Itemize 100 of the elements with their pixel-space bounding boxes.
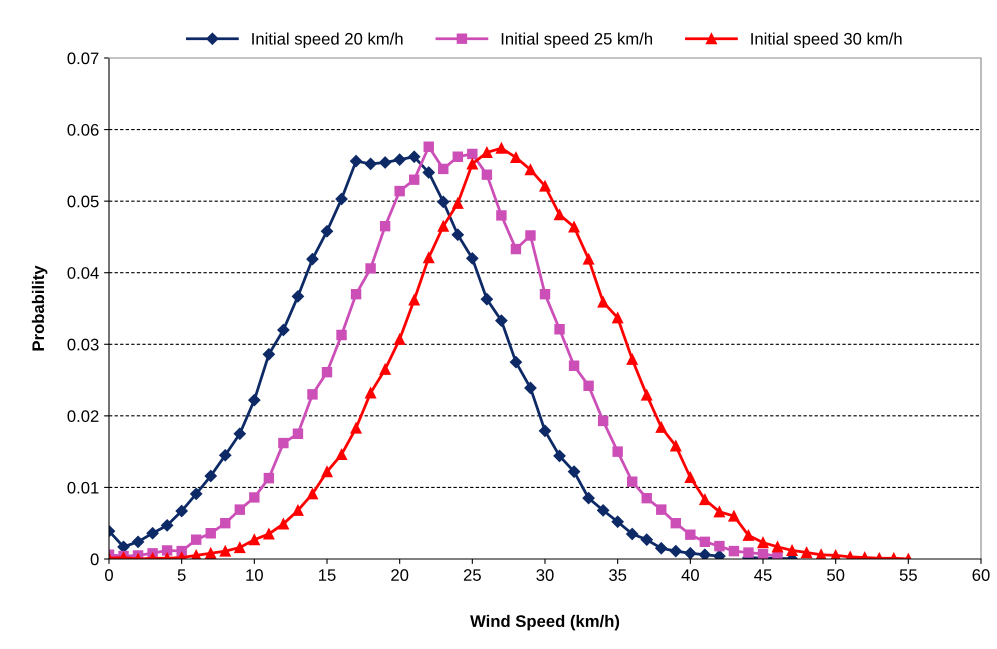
x-tick-label: 5 — [178, 569, 186, 581]
point — [714, 506, 725, 518]
point — [656, 422, 667, 433]
point — [582, 492, 595, 504]
point — [278, 438, 289, 448]
point — [408, 150, 420, 163]
point — [219, 449, 232, 462]
x-tick-label: 30 — [536, 569, 554, 581]
point — [220, 518, 230, 528]
point — [394, 334, 406, 345]
point — [379, 156, 392, 169]
point — [742, 530, 754, 541]
point — [496, 210, 507, 221]
x-tick-label: 50 — [827, 569, 844, 581]
point — [583, 254, 594, 265]
point — [380, 220, 390, 232]
point — [205, 548, 216, 559]
point — [568, 360, 580, 371]
point — [612, 516, 624, 528]
point — [655, 542, 668, 554]
point — [336, 330, 347, 340]
point — [424, 142, 434, 152]
point — [670, 440, 682, 452]
point — [758, 548, 768, 559]
legend-label: Initial speed 25 km/h — [502, 32, 652, 48]
legend-label: Initial speed 30 km/h — [751, 32, 902, 48]
point — [146, 527, 159, 540]
point — [714, 540, 725, 552]
point — [524, 164, 536, 176]
point — [322, 366, 332, 378]
point — [743, 547, 754, 558]
point — [234, 504, 246, 515]
point — [365, 263, 376, 274]
y-tick-label: 0.05 — [67, 196, 99, 208]
point — [466, 252, 478, 264]
point — [206, 528, 216, 538]
x-tick-label: 0 — [105, 569, 113, 581]
point — [568, 466, 580, 478]
point — [190, 534, 202, 545]
point — [699, 494, 710, 506]
point — [452, 198, 464, 209]
point — [684, 547, 696, 559]
point — [422, 166, 435, 179]
x-tick-label: 40 — [681, 569, 699, 581]
point — [423, 252, 434, 264]
point — [626, 476, 638, 487]
x-tick-label: 60 — [972, 569, 990, 581]
legend-label: Initial speed 20 km/h — [252, 32, 402, 48]
point — [437, 196, 450, 208]
point — [801, 547, 812, 558]
point — [568, 221, 580, 232]
point — [306, 488, 318, 500]
y-tick-label: 0.07 — [67, 52, 98, 64]
point — [292, 428, 304, 439]
point — [278, 518, 289, 530]
point — [466, 158, 478, 170]
x-tick-label: 20 — [391, 569, 408, 581]
point — [249, 492, 260, 503]
point — [510, 152, 522, 164]
point — [598, 416, 608, 426]
point — [292, 290, 304, 302]
point — [380, 364, 391, 375]
point — [583, 380, 594, 392]
x-tick-label: 45 — [754, 569, 772, 581]
point — [350, 422, 362, 434]
point — [190, 488, 202, 500]
point — [728, 510, 740, 522]
point — [480, 293, 493, 306]
point — [176, 504, 188, 518]
point — [438, 220, 449, 232]
point — [554, 324, 565, 334]
point — [772, 541, 784, 552]
point — [394, 186, 405, 196]
x-tick-label: 10 — [246, 569, 263, 581]
point — [510, 244, 522, 254]
point — [307, 389, 318, 400]
point — [482, 169, 492, 180]
y-axis-title: Probability — [32, 266, 48, 350]
point — [321, 466, 333, 478]
x-axis-title: Wind Speed (km/h) — [470, 614, 620, 630]
point — [626, 528, 638, 540]
point — [684, 472, 696, 483]
point — [350, 154, 362, 168]
point — [685, 529, 696, 540]
point — [438, 164, 448, 174]
point — [364, 158, 377, 170]
point — [539, 180, 551, 192]
point — [640, 534, 653, 546]
point — [161, 519, 174, 532]
x-tick-label: 55 — [900, 569, 917, 581]
point — [234, 428, 246, 440]
y-tick-label: 0.06 — [67, 124, 99, 136]
y-tick-label: 0.02 — [67, 410, 98, 422]
point — [394, 154, 406, 166]
y-tick-label: 0.04 — [67, 267, 99, 279]
point — [642, 492, 652, 504]
point — [162, 545, 172, 556]
point — [248, 394, 260, 406]
point — [554, 209, 566, 220]
x-tick-label: 15 — [319, 569, 336, 581]
